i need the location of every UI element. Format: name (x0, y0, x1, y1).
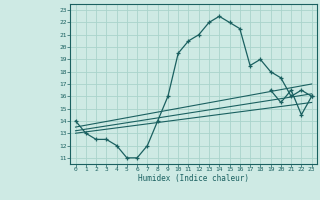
X-axis label: Humidex (Indice chaleur): Humidex (Indice chaleur) (138, 174, 249, 183)
